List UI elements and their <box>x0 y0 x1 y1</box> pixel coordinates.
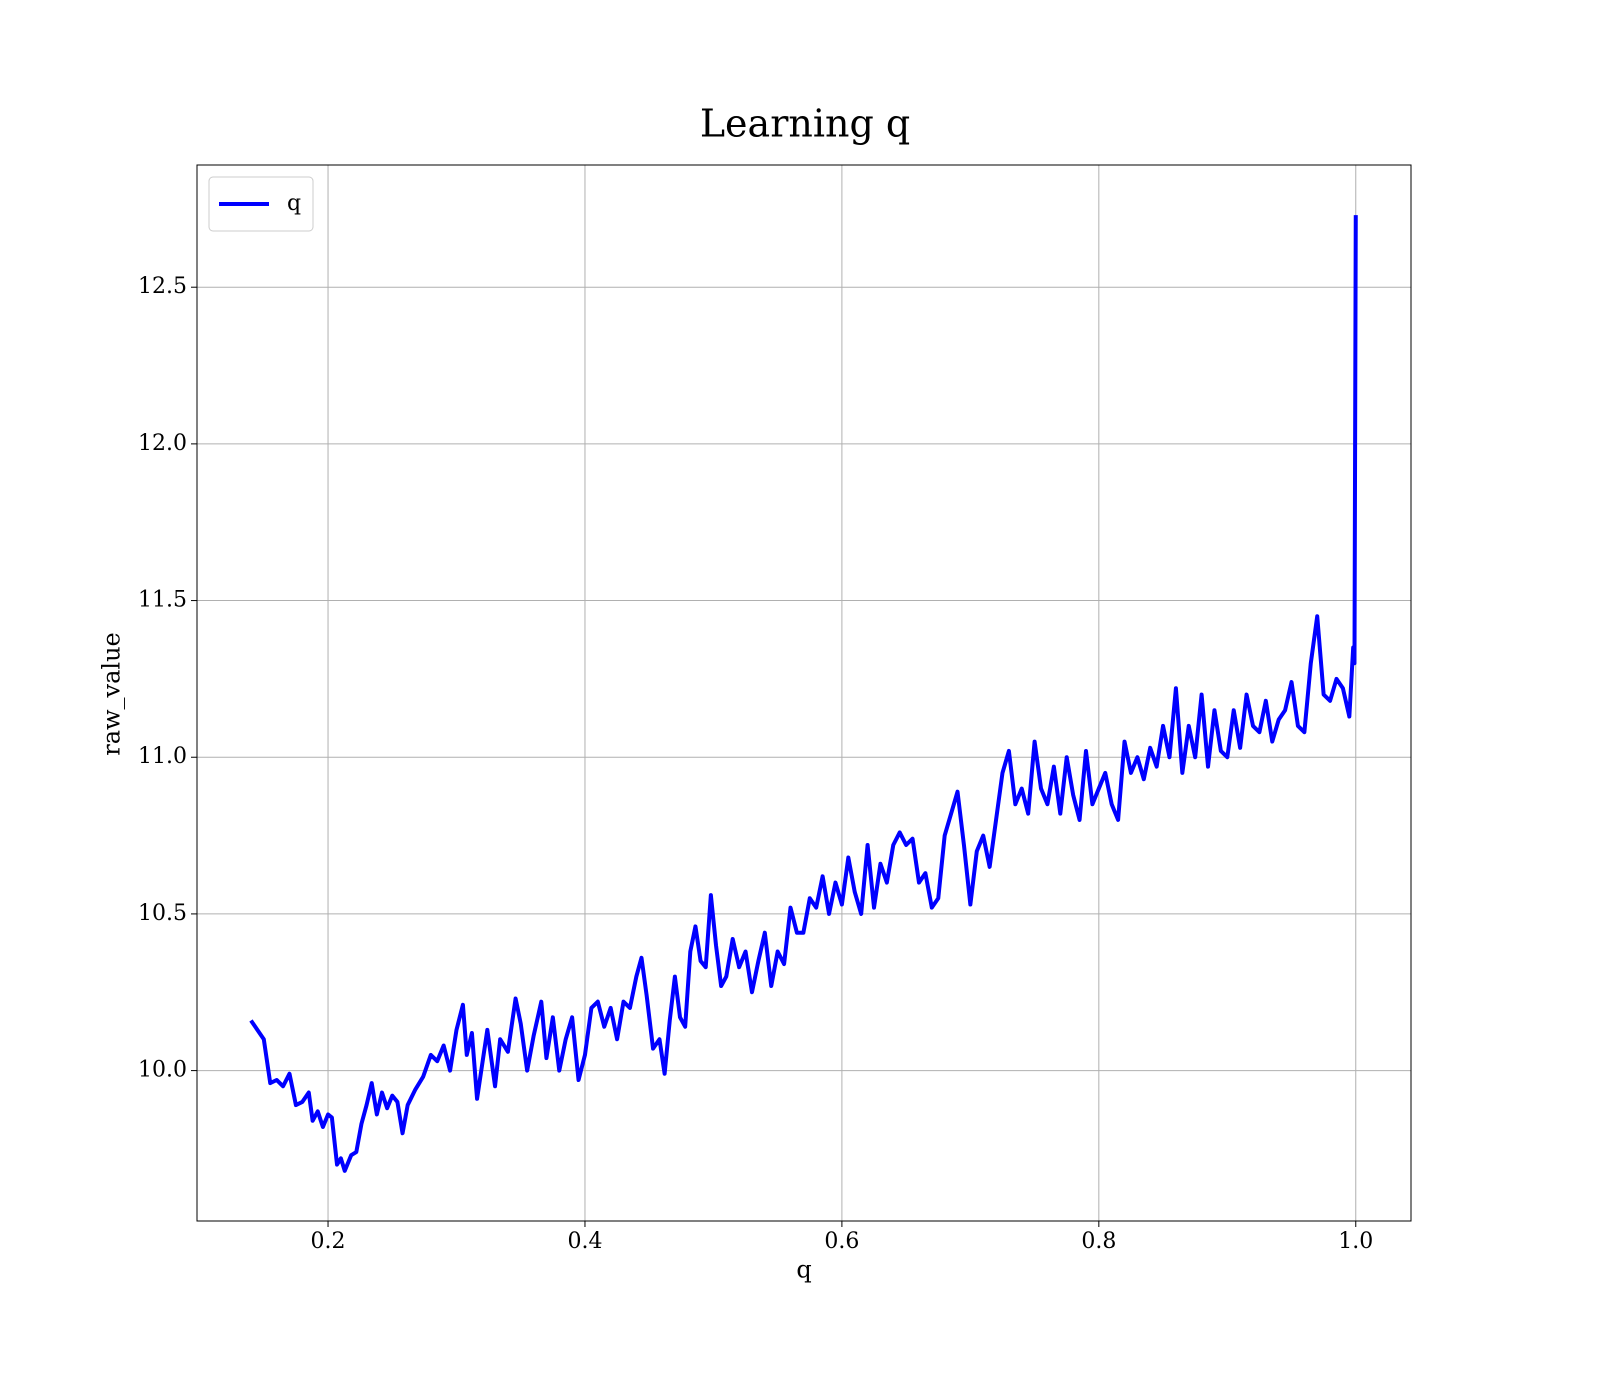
line-series <box>249 215 1358 1173</box>
legend-label: q <box>287 191 301 216</box>
plot-frame <box>196 164 1412 1222</box>
y-tick-label: 10.5 <box>138 901 187 926</box>
x-tick-label: 0.4 <box>567 1229 602 1254</box>
x-tick-label: 0.8 <box>1081 1229 1116 1254</box>
y-tick-label: 11.0 <box>138 744 187 769</box>
y-axis-label: raw_value <box>98 632 126 756</box>
x-tick-label: 0.6 <box>824 1229 859 1254</box>
y-tick-label: 12.5 <box>138 274 187 299</box>
y-tick-label: 10.0 <box>138 1058 187 1083</box>
chart-title: Learning q <box>700 102 910 146</box>
y-tick-label: 11.5 <box>138 588 187 613</box>
x-axis-label: q <box>796 1256 811 1284</box>
x-tick-label: 0.2 <box>311 1229 346 1254</box>
y-tick-label: 12.0 <box>138 431 187 456</box>
x-tick-label: 1.0 <box>1338 1229 1373 1254</box>
